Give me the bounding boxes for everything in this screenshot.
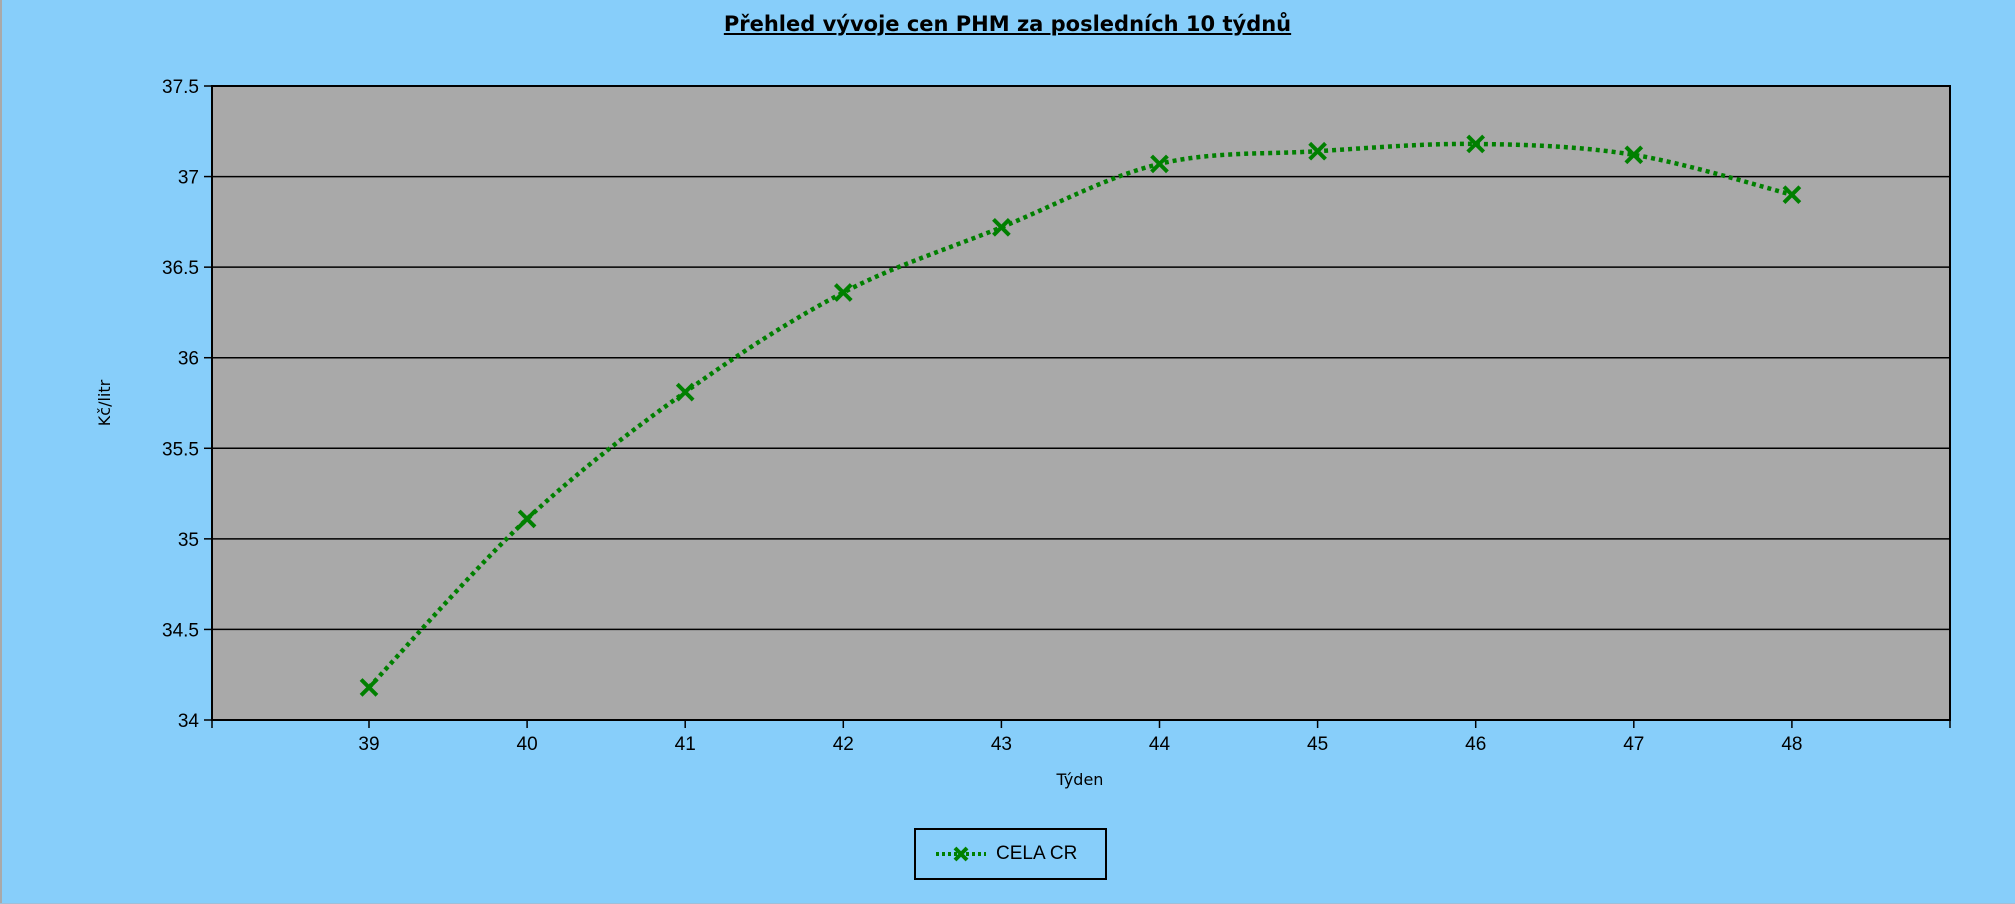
data-point-marker xyxy=(992,217,1011,237)
plot-frame xyxy=(211,85,1951,721)
y-tick-label: 34.5 xyxy=(162,620,199,641)
x-tick-label: 41 xyxy=(675,734,696,755)
x-tick-label: 44 xyxy=(1149,734,1171,755)
y-tick-label: 35 xyxy=(178,530,199,551)
data-point-marker xyxy=(1624,145,1644,165)
data-point-marker xyxy=(1466,134,1486,154)
x-tick-label: 48 xyxy=(1781,734,1802,755)
window-edge xyxy=(0,0,2,904)
chart-title: Přehled vývoje cen PHM za posledních 10 … xyxy=(723,12,1292,36)
data-point-marker xyxy=(517,509,537,529)
series-line xyxy=(367,141,1793,689)
y-tick-label: 34 xyxy=(178,711,200,732)
legend: CELA CR xyxy=(914,828,1107,880)
data-point-marker xyxy=(675,382,695,402)
x-axis-label: Týden xyxy=(1056,770,1104,789)
x-tick-label: 46 xyxy=(1465,734,1486,755)
y-tick-label: 35.5 xyxy=(162,439,199,460)
x-tick-label: 43 xyxy=(991,734,1012,755)
x-tick-label: 47 xyxy=(1623,734,1644,755)
data-point-marker xyxy=(359,678,379,697)
data-point-marker xyxy=(1150,154,1169,174)
y-tick-label: 37.5 xyxy=(162,77,199,98)
y-tick-label: 36.5 xyxy=(162,258,199,279)
plot-area xyxy=(212,86,1950,720)
y-tick-label: 36 xyxy=(178,349,199,370)
x-tick-label: 40 xyxy=(517,734,538,755)
data-point-marker xyxy=(1308,141,1327,161)
y-axis-label: Kč/litr xyxy=(95,379,114,426)
legend-swatch xyxy=(936,846,986,862)
data-point-marker xyxy=(1782,185,1802,205)
legend-label: CELA CR xyxy=(996,843,1078,864)
x-tick-label: 39 xyxy=(358,734,379,755)
data-point-marker xyxy=(833,283,853,302)
x-tick-label: 45 xyxy=(1307,734,1328,755)
y-tick-label: 37 xyxy=(178,168,199,189)
x-tick-label: 42 xyxy=(833,734,854,755)
